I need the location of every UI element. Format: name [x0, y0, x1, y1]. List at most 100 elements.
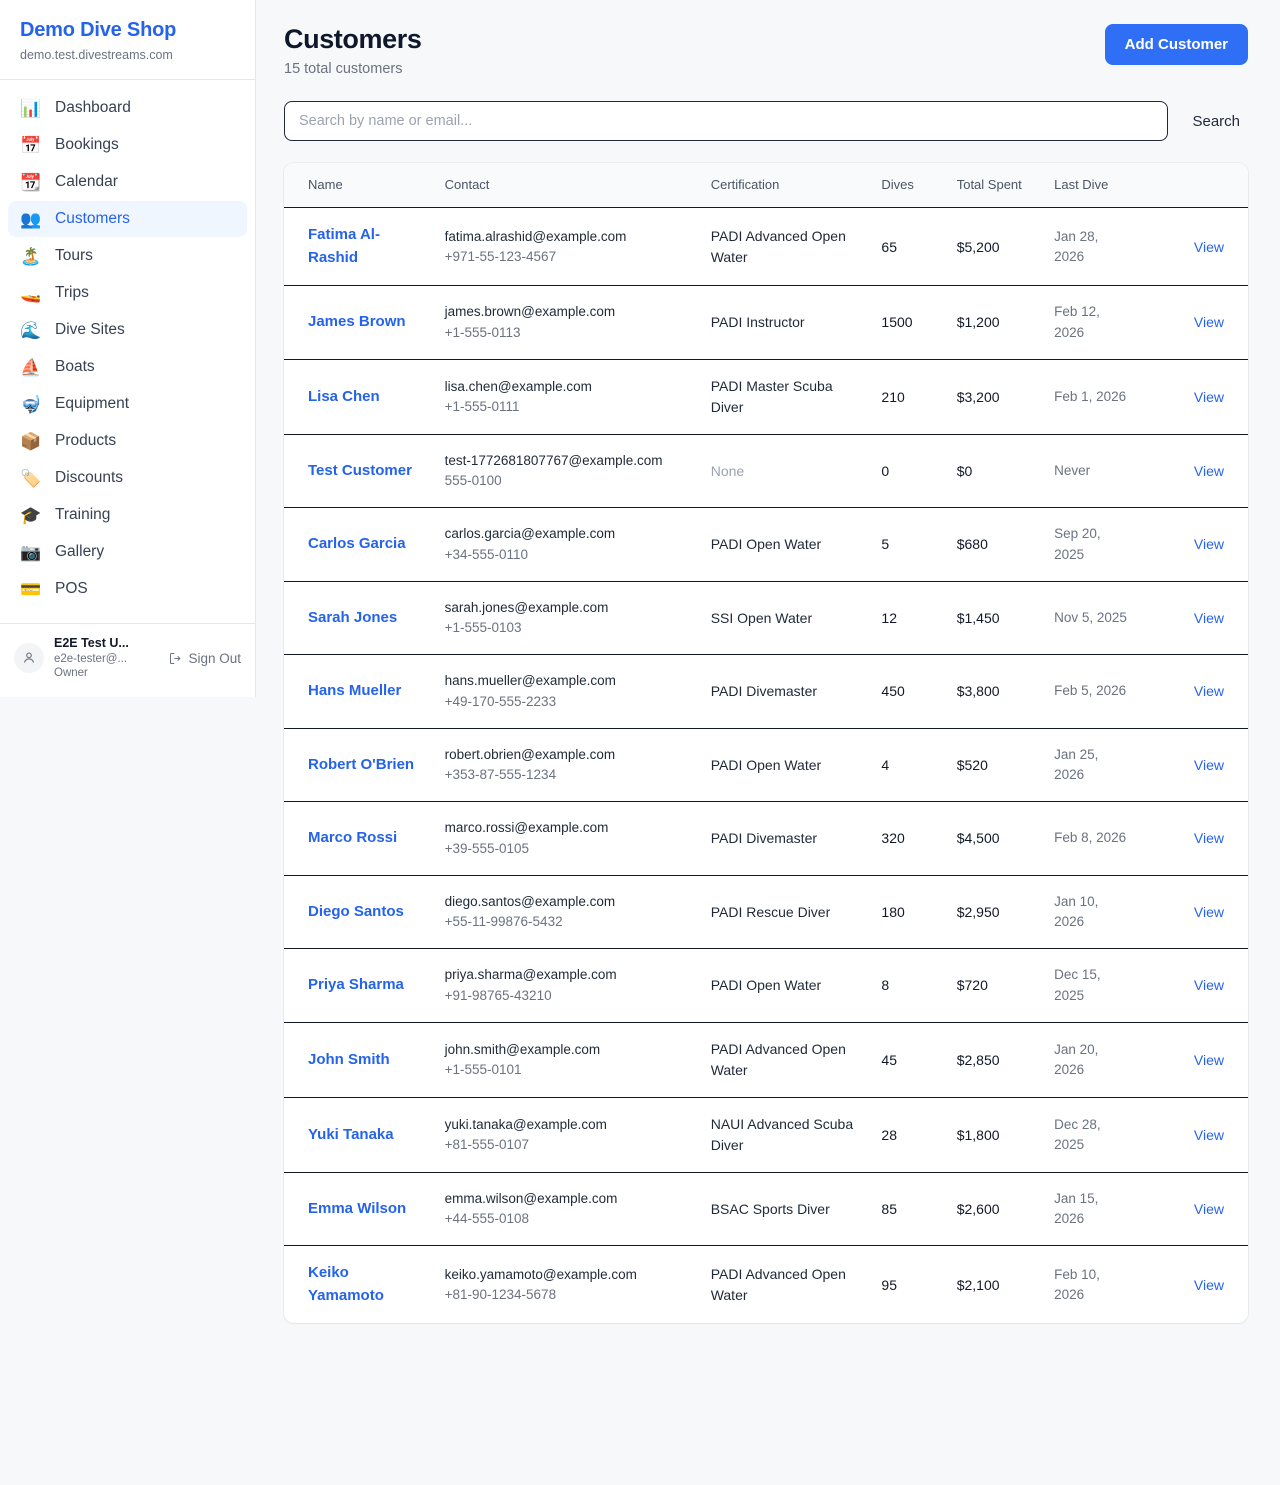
customer-name-link[interactable]: Lisa Chen — [308, 387, 380, 405]
sidebar-item-tours[interactable]: 🏝️ Tours — [8, 238, 247, 274]
user-meta: E2E Test U... e2e-tester@... Owner — [54, 636, 129, 680]
customer-phone: +1-555-0101 — [444, 1061, 522, 1077]
customer-name-link[interactable]: John Smith — [308, 1050, 390, 1068]
cell-dives: 320 — [869, 801, 945, 876]
view-customer-link[interactable]: View — [1193, 756, 1224, 773]
view-customer-link[interactable]: View — [1193, 1276, 1224, 1293]
customer-name-link[interactable]: Hans Mueller — [308, 682, 402, 700]
cell-certification: PADI Instructor — [698, 285, 870, 360]
cell-contact: priya.sharma@example.com +91-98765-43210 — [432, 948, 699, 1023]
customer-certification: PADI Advanced Open Water — [710, 227, 846, 265]
cell-certification: SSI Open Water — [698, 581, 870, 656]
view-customer-link[interactable]: View — [1193, 314, 1224, 331]
customer-name-link[interactable]: Yuki Tanaka — [308, 1125, 394, 1143]
sidebar-item-calendar[interactable]: 📆 Calendar — [8, 164, 247, 200]
view-customer-link[interactable]: View — [1193, 1126, 1224, 1143]
cell-actions: View — [1142, 654, 1248, 729]
view-customer-link[interactable]: View — [1193, 238, 1224, 255]
sidebar-item-pos[interactable]: 💳 POS — [8, 571, 247, 607]
sidebar-item-equipment[interactable]: 🤿 Equipment — [8, 386, 247, 422]
sidebar-item-gallery[interactable]: 📷 Gallery — [8, 534, 247, 570]
cell-total-spent: $2,850 — [944, 1022, 1043, 1098]
cell-actions: View — [1142, 359, 1248, 435]
sidebar-item-products[interactable]: 📦 Products — [8, 423, 247, 459]
sidebar-item-bookings[interactable]: 📅 Bookings — [8, 127, 247, 163]
table-row: Emma Wilson emma.wilson@example.com +44-55… — [284, 1172, 1248, 1247]
cell-dives: 210 — [869, 359, 945, 435]
cell-name: Priya Sharma — [284, 948, 433, 1023]
view-customer-link[interactable]: View — [1193, 388, 1224, 405]
customer-name-link[interactable]: Test Customer — [308, 461, 412, 479]
cell-actions: View — [1142, 801, 1248, 876]
customer-certification: PADI Divemaster — [710, 830, 818, 846]
sidebar: Demo Dive Shop demo.test.divestreams.com… — [0, 0, 256, 697]
view-customer-link[interactable]: View — [1193, 830, 1224, 847]
add-customer-button[interactable]: Add Customer — [1104, 24, 1248, 65]
view-customer-link[interactable]: View — [1193, 977, 1224, 994]
cell-last-dive: Feb 12, 2026 — [1042, 285, 1143, 360]
sidebar-item-discounts[interactable]: 🏷️ Discounts — [8, 460, 247, 496]
cell-dives: 28 — [869, 1097, 945, 1173]
cell-total-spent: $1,800 — [944, 1097, 1043, 1173]
cell-contact: robert.obrien@example.com +353-87-555-123… — [432, 728, 699, 803]
cell-contact: john.smith@example.com +1-555-0101 — [432, 1022, 699, 1098]
cell-total-spent: $4,500 — [944, 801, 1043, 876]
cell-actions: View — [1143, 1246, 1248, 1324]
customer-certification: PADI Master Scuba Diver — [710, 377, 833, 415]
sailboat-icon: ⛵ — [20, 357, 42, 377]
customer-name-link[interactable]: Keiko Yamamoto — [308, 1264, 384, 1304]
customer-name-link[interactable]: Diego Santos — [308, 902, 404, 920]
customer-name-link[interactable]: James Brown — [308, 313, 406, 331]
view-customer-link[interactable]: View — [1193, 903, 1224, 920]
search-button[interactable]: Search — [1184, 107, 1248, 136]
column-header-total-spent: Total Spent — [944, 163, 1043, 209]
customer-email: diego.santos@example.com — [444, 893, 616, 909]
package-icon: 📦 — [20, 431, 42, 451]
sign-out-button[interactable]: Sign Out — [168, 651, 241, 666]
customer-phone: +1-555-0113 — [444, 324, 521, 340]
customer-name-link[interactable]: Marco Rossi — [308, 829, 398, 847]
customer-email: john.smith@example.com — [444, 1041, 601, 1057]
view-customer-link[interactable]: View — [1193, 1051, 1224, 1068]
customer-phone: +971-55-123-4567 — [444, 248, 557, 264]
sidebar-item-boats[interactable]: ⛵ Boats — [8, 349, 247, 385]
cell-certification: PADI Open Water — [698, 948, 870, 1023]
cell-certification: None — [698, 434, 870, 509]
column-header-actions — [1142, 163, 1248, 209]
page-subtitle: 15 total customers — [284, 61, 403, 77]
calendar-icon: 📆 — [20, 172, 42, 192]
cell-name: Diego Santos — [284, 875, 433, 950]
cell-contact: diego.santos@example.com +55-11-99876-543… — [432, 875, 699, 950]
sidebar-item-dashboard[interactable]: 📊 Dashboard — [8, 90, 247, 126]
cell-total-spent: $5,200 — [944, 207, 1043, 287]
view-customer-link[interactable]: View — [1193, 609, 1224, 626]
search-input[interactable] — [284, 101, 1169, 141]
view-customer-link[interactable]: View — [1193, 1200, 1224, 1217]
customer-name-link[interactable]: Carlos Garcia — [308, 535, 406, 553]
sidebar-item-trips[interactable]: 🚤 Trips — [8, 275, 247, 311]
customer-phone: +44-555-0108 — [444, 1211, 530, 1226]
cell-dives: 180 — [869, 875, 945, 950]
cell-certification: PADI Advanced Open Water — [699, 1246, 870, 1324]
cell-contact: yuki.tanaka@example.com +81-555-0107 — [432, 1097, 699, 1173]
customer-name-link[interactable]: Sarah Jones — [308, 608, 398, 626]
table-row: Diego Santos diego.santos@example.com +55-… — [284, 875, 1248, 950]
sidebar-item-dive-sites[interactable]: 🌊 Dive Sites — [8, 312, 247, 348]
sidebar-item-customers[interactable]: 👥 Customers — [8, 201, 247, 238]
customer-name-link[interactable]: Robert O'Brien — [308, 755, 415, 773]
cell-total-spent: $680 — [944, 507, 1043, 582]
view-customer-link[interactable]: View — [1193, 462, 1224, 479]
customer-phone: +81-555-0107 — [444, 1136, 530, 1152]
sidebar-item-training[interactable]: 🎓 Training — [8, 497, 247, 533]
cell-name: Lisa Chen — [284, 359, 433, 435]
sidebar-item-label: Boats — [55, 358, 95, 376]
view-customer-link[interactable]: View — [1193, 536, 1224, 553]
view-customer-link[interactable]: View — [1193, 683, 1224, 700]
customer-name-link[interactable]: Fatima Al-Rashid — [308, 226, 380, 266]
cell-dives: 8 — [869, 948, 945, 1023]
customer-name-link[interactable]: Emma Wilson — [308, 1199, 407, 1217]
search-row: Search — [284, 101, 1248, 141]
table-row: John Smith john.smith@example.com +1-555-0… — [284, 1022, 1248, 1098]
customer-name-link[interactable]: Priya Sharma — [308, 976, 404, 994]
